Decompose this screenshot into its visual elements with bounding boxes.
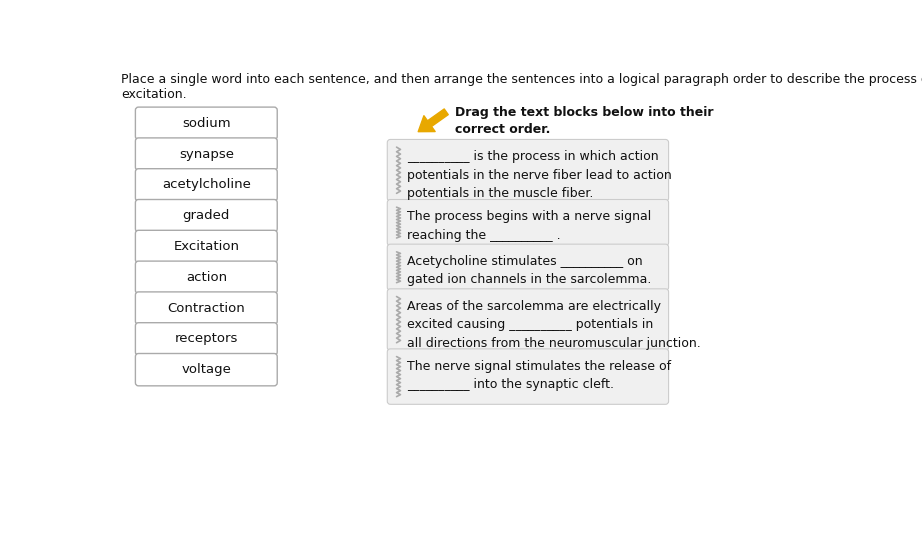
FancyBboxPatch shape: [136, 138, 278, 170]
FancyBboxPatch shape: [387, 199, 668, 246]
FancyBboxPatch shape: [136, 292, 278, 324]
Text: acetylcholine: acetylcholine: [162, 179, 251, 191]
FancyBboxPatch shape: [136, 261, 278, 293]
Text: receptors: receptors: [174, 333, 238, 346]
FancyBboxPatch shape: [387, 289, 668, 351]
FancyBboxPatch shape: [136, 107, 278, 139]
Text: The nerve signal stimulates the release of
__________ into the synaptic cleft.: The nerve signal stimulates the release …: [408, 360, 671, 391]
Text: Contraction: Contraction: [168, 301, 245, 314]
FancyArrowPatch shape: [419, 109, 448, 132]
Text: __________ is the process in which action
potentials in the nerve fiber lead to : __________ is the process in which actio…: [408, 150, 672, 200]
FancyBboxPatch shape: [136, 230, 278, 263]
Text: sodium: sodium: [182, 117, 230, 130]
FancyBboxPatch shape: [136, 199, 278, 232]
Text: Excitation: Excitation: [173, 240, 240, 253]
Text: graded: graded: [183, 209, 230, 222]
Text: Areas of the sarcolemma are electrically
excited causing __________ potentials i: Areas of the sarcolemma are electrically…: [408, 300, 701, 349]
FancyBboxPatch shape: [387, 139, 668, 201]
FancyBboxPatch shape: [387, 244, 668, 290]
FancyBboxPatch shape: [136, 353, 278, 386]
Text: Place a single word into each sentence, and then arrange the sentences into a lo: Place a single word into each sentence, …: [122, 73, 922, 101]
Text: Acetycholine stimulates __________ on
gated ion channels in the sarcolemma.: Acetycholine stimulates __________ on ga…: [408, 255, 652, 287]
Text: synapse: synapse: [179, 147, 234, 161]
Text: action: action: [185, 271, 227, 284]
FancyBboxPatch shape: [136, 323, 278, 355]
FancyBboxPatch shape: [387, 349, 668, 405]
Text: The process begins with a nerve signal
reaching the __________ .: The process begins with a nerve signal r…: [408, 210, 652, 242]
FancyBboxPatch shape: [136, 169, 278, 201]
Text: voltage: voltage: [182, 363, 231, 376]
Text: Drag the text blocks below into their
correct order.: Drag the text blocks below into their co…: [455, 105, 714, 135]
